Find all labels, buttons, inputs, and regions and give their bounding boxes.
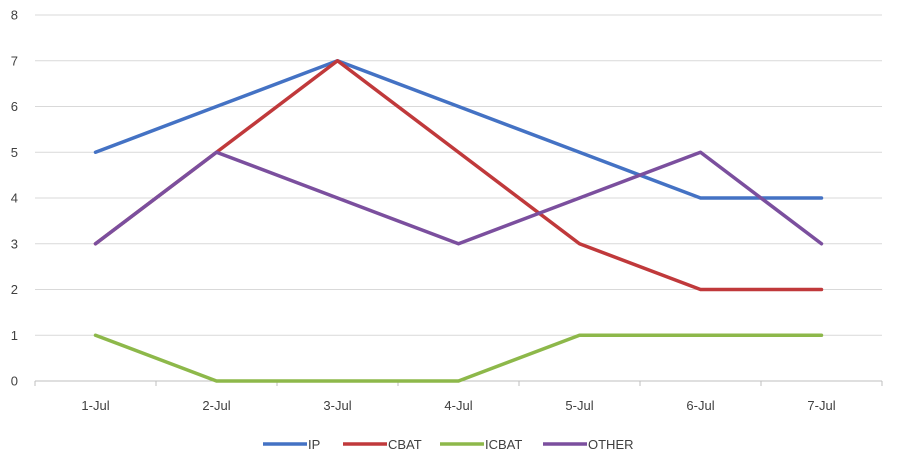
legend-label: OTHER [588, 437, 634, 452]
y-axis-tick-labels: 0 1 2 3 4 5 6 7 8 [11, 8, 18, 389]
series-line-cbat [93, 59, 824, 292]
x-tick-label: 5-Jul [565, 398, 593, 413]
legend-item-other: OTHER [543, 437, 634, 452]
legend-item-cbat: CBAT [343, 437, 422, 452]
legend-item-icbat: ICBAT [440, 437, 522, 452]
x-tick-label: 3-Jul [323, 398, 351, 413]
gridlines [35, 14, 882, 336]
x-tick-label: 1-Jul [81, 398, 109, 413]
x-axis-tick-labels: 1-Jul 2-Jul 3-Jul 4-Jul 5-Jul 6-Jul 7-Jul [81, 398, 835, 413]
legend-label: ICBAT [485, 437, 522, 452]
y-tick-label: 8 [11, 8, 18, 23]
series-line-other [93, 150, 824, 246]
x-tick-label: 6-Jul [686, 398, 714, 413]
y-tick-label: 4 [11, 191, 18, 206]
y-tick-label: 6 [11, 99, 18, 114]
x-tick-label: 7-Jul [807, 398, 835, 413]
y-tick-label: 3 [11, 236, 18, 251]
legend: IP CBAT ICBAT OTHER [263, 437, 634, 452]
y-tick-label: 2 [11, 282, 18, 297]
x-tick-label: 4-Jul [444, 398, 472, 413]
series-line-ip [93, 59, 824, 200]
y-tick-label: 5 [11, 145, 18, 160]
legend-item-ip: IP [263, 437, 320, 452]
y-tick-label: 7 [11, 53, 18, 68]
y-tick-label: 0 [11, 374, 18, 389]
y-tick-label: 1 [11, 328, 18, 343]
legend-label: CBAT [388, 437, 422, 452]
legend-label: IP [308, 437, 320, 452]
series-line-icbat [93, 333, 824, 383]
series-lines [93, 59, 824, 383]
x-tick-label: 2-Jul [202, 398, 230, 413]
